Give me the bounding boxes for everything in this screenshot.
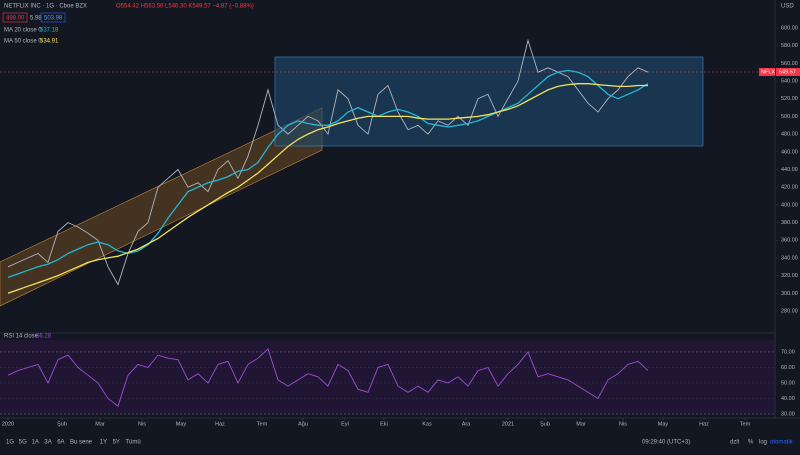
x-tick-label: May: [658, 421, 669, 427]
ma20-label: MA 20 close 0: [4, 28, 42, 34]
log[interactable]: log: [759, 440, 767, 446]
y-tick-label: 300.00: [781, 291, 798, 297]
x-tick-label: Haz: [215, 421, 225, 427]
y-tick-label: 380.00: [781, 220, 798, 226]
range-button[interactable]: Bu sene: [70, 440, 93, 446]
x-tick-label: Ağu: [298, 421, 308, 427]
x-tick-label: Tem: [740, 421, 751, 427]
range-button[interactable]: 6A: [57, 440, 64, 446]
y-tick-label: 70.00: [781, 349, 795, 355]
y-tick-label: 40.00: [781, 396, 795, 402]
price-value: 549.57: [779, 69, 796, 75]
range-button[interactable]: 1Y: [100, 440, 107, 446]
pct[interactable]: %: [748, 440, 754, 446]
y-tick-label: 460.00: [781, 149, 798, 155]
y-tick-label: 580.00: [781, 43, 798, 49]
range-button[interactable]: 5G: [19, 440, 27, 446]
ohlc: O554.42 H563.56 L546.30 K549.57 −4.87 (−…: [116, 4, 254, 10]
y-tick-label: 520.00: [781, 96, 798, 102]
range-box: [274, 56, 704, 147]
buy-box[interactable]: [40, 12, 66, 23]
currency: USD: [781, 4, 794, 10]
sell[interactable]: 498.00: [6, 16, 25, 22]
adj[interactable]: dzlt: [730, 440, 740, 446]
y-tick-label: 500.00: [781, 114, 798, 120]
x-tick-label: Mar: [576, 421, 586, 427]
x-tick-label: Haz: [699, 421, 709, 427]
x-tick-label: Eki: [380, 421, 388, 427]
auto[interactable]: otomatik: [770, 440, 794, 446]
series-line: [7, 38, 649, 286]
ma20-value: 537.18: [40, 28, 59, 34]
range-button[interactable]: 3A: [44, 440, 51, 446]
series-line: [7, 348, 649, 407]
x-tick-label: Nis: [138, 421, 146, 427]
symbol: NETFLIX INC · 1G · Cboe BZX: [4, 4, 87, 10]
y-tick-label: 60.00: [781, 365, 795, 371]
range-button[interactable]: 1A: [32, 440, 39, 446]
buy[interactable]: 503.98: [44, 16, 63, 22]
range-button[interactable]: 1G: [6, 440, 14, 446]
x-tick-label: Tem: [257, 421, 268, 427]
y-tick-label: 360.00: [781, 238, 798, 244]
x-tick-label: 2020: [2, 421, 14, 427]
price-tag: NFLX: [761, 69, 775, 75]
y-tick-label: 400.00: [781, 202, 798, 208]
ma50-value: 534.91: [40, 39, 59, 45]
spread: 5.98: [30, 16, 42, 22]
clock: 09:29:40 (UTC+3): [642, 440, 690, 446]
y-tick-label: 600.00: [781, 25, 798, 31]
y-tick-label: 50.00: [781, 380, 795, 386]
y-tick-label: 320.00: [781, 273, 798, 279]
y-tick-label: 440.00: [781, 167, 798, 173]
x-tick-label: Şub: [57, 421, 67, 427]
range-button[interactable]: 5Y: [113, 440, 120, 446]
y-tick-label: 340.00: [781, 255, 798, 261]
x-tick-label: Eyl: [341, 421, 349, 427]
series-line: [7, 69, 649, 279]
sell-box[interactable]: [2, 12, 28, 23]
price-tag-bg: [759, 68, 775, 76]
x-tick-label: Kas: [422, 421, 432, 427]
ma50-label: MA 50 close 0: [4, 39, 42, 45]
x-tick-label: Nis: [619, 421, 627, 427]
y-tick-label: 540.00: [781, 79, 798, 85]
x-tick-label: 2021: [502, 421, 514, 427]
price-value-bg: [776, 68, 800, 76]
rsi-label: RSI 14 close: [4, 334, 39, 340]
rsi-band: [0, 340, 775, 414]
y-tick-label: 560.00: [781, 61, 798, 67]
y-tick-label: 30.00: [781, 411, 795, 417]
x-tick-label: Ara: [462, 421, 472, 427]
x-tick-label: Mar: [95, 421, 105, 427]
range-button[interactable]: Tümü: [125, 440, 140, 446]
x-tick-label: May: [176, 421, 187, 427]
y-tick-label: 280.00: [781, 308, 798, 314]
y-tick-label: 420.00: [781, 185, 798, 191]
y-tick-label: 480.00: [781, 132, 798, 138]
series-line: [7, 83, 648, 294]
x-tick-label: Şub: [540, 421, 550, 427]
channel: [0, 107, 323, 307]
rsi-value: 56.28: [36, 334, 52, 340]
